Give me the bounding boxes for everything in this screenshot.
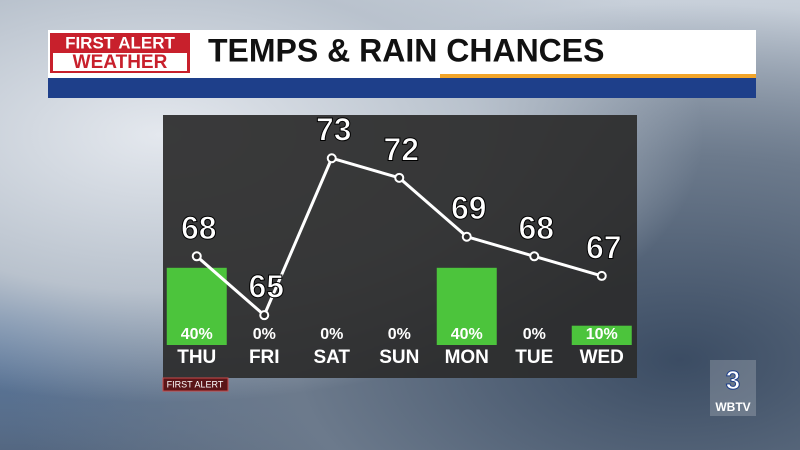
day-label: SUN	[379, 347, 419, 368]
chart-panel	[163, 115, 637, 378]
temp-label: 72	[383, 131, 419, 167]
rain-bar	[166, 267, 227, 345]
temp-label: 69	[451, 190, 487, 226]
rain-label: 0%	[523, 326, 546, 343]
rain-label: 40%	[451, 326, 483, 343]
temp-point	[259, 310, 270, 321]
rain-bar	[571, 325, 632, 345]
header-stripe	[48, 78, 756, 98]
temp-label: 65	[248, 269, 284, 305]
station-name: WBTV	[715, 400, 750, 414]
day-label: THU	[177, 347, 216, 368]
rain-bar	[436, 267, 497, 345]
tag-box	[162, 377, 229, 392]
temp-label: 68	[518, 210, 554, 246]
station-logo	[710, 360, 756, 416]
chart-title: TEMPS & RAIN CHANCES	[208, 32, 604, 68]
temp-label: 73	[316, 112, 352, 148]
logo-bottom: WEATHER	[73, 52, 168, 73]
temp-point	[596, 270, 607, 281]
temp-point	[529, 251, 540, 262]
rain-label: 0%	[253, 326, 276, 343]
logo-top: FIRST ALERT	[65, 33, 175, 52]
day-label: SAT	[313, 347, 350, 368]
temp-point	[394, 172, 405, 183]
temp-point	[461, 231, 472, 242]
temp-label: 68	[181, 210, 217, 246]
temp-point	[326, 153, 337, 164]
day-label: FRI	[249, 347, 280, 368]
header-accent	[440, 74, 756, 78]
rain-label: 10%	[586, 326, 618, 343]
logo-inner	[53, 53, 187, 71]
temp-point	[191, 251, 202, 262]
tag-text: FIRST ALERT	[167, 379, 224, 389]
rain-label: 0%	[320, 326, 343, 343]
day-label: TUE	[515, 347, 553, 368]
station-mark: 3	[726, 365, 740, 395]
temp-label: 67	[586, 229, 622, 265]
rain-label: 40%	[181, 326, 213, 343]
day-label: MON	[445, 347, 489, 368]
day-label: WED	[580, 347, 624, 368]
rain-label: 0%	[388, 326, 411, 343]
